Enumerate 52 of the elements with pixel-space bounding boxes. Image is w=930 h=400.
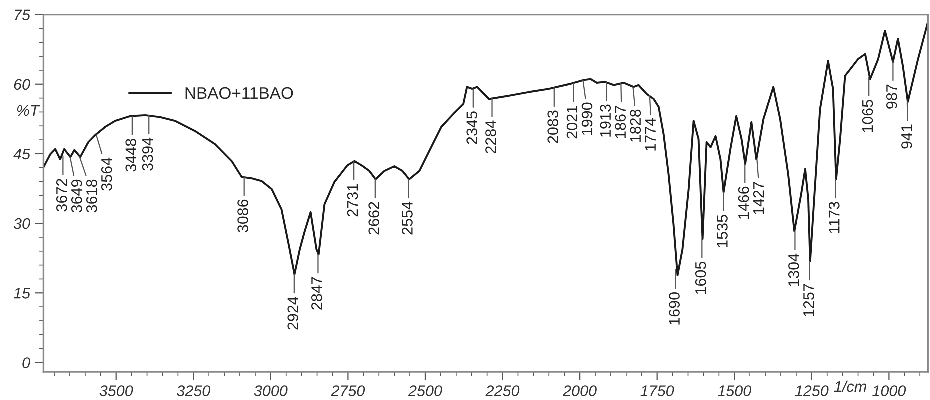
x-tick-label: 3250 xyxy=(177,386,211,396)
annotation: 1774 xyxy=(645,118,656,151)
annotation: 2021 xyxy=(566,106,578,139)
annotation: 3618 xyxy=(86,180,98,213)
annotation: 3448 xyxy=(126,139,137,172)
annotation: 1990 xyxy=(582,102,593,136)
x-tick-label: 3500 xyxy=(100,386,134,396)
annotation: 1690 xyxy=(669,292,680,325)
y-tick-label: 60 xyxy=(14,79,30,90)
x-tick-label: 1000 xyxy=(872,386,906,396)
x-tick-label: 3000 xyxy=(254,386,288,396)
x-tick-label: 1750 xyxy=(640,386,674,396)
annotation: 3649 xyxy=(71,180,82,213)
annotation: 2662 xyxy=(368,202,380,235)
y-axis-title: %T xyxy=(17,105,40,116)
annotation: 1065 xyxy=(862,100,874,132)
annotation: 3394 xyxy=(142,138,154,171)
annotation: 1605 xyxy=(695,262,706,294)
x-tick-label: 2750 xyxy=(331,386,366,396)
annotation: 2924 xyxy=(288,297,299,330)
annotation: 941 xyxy=(901,124,912,149)
annotation: 1913 xyxy=(600,104,612,137)
x-tick-label: 1500 xyxy=(718,386,752,396)
x-tick-label: 2500 xyxy=(408,386,442,396)
annotation: 1867 xyxy=(615,106,626,138)
y-tick-label: 45 xyxy=(14,148,31,160)
legend-label: NBAO+11BAO xyxy=(186,87,294,100)
annotation: 2847 xyxy=(312,277,322,310)
y-tick-label: 0 xyxy=(22,358,30,368)
annotation: 2554 xyxy=(402,202,413,235)
annotation: 1257 xyxy=(803,284,814,316)
annotation: 1427 xyxy=(753,182,764,214)
annotation: 1173 xyxy=(828,202,840,234)
x-axis-title: 1/cm xyxy=(834,380,866,392)
annotation: 3086 xyxy=(238,200,248,233)
annotation: 2731 xyxy=(347,184,358,217)
annotation: 1828 xyxy=(630,110,642,142)
annotation: 987 xyxy=(886,84,898,109)
annotation: 1466 xyxy=(738,186,750,219)
annotation: 3672 xyxy=(56,179,68,212)
annotation: 2083 xyxy=(548,110,558,144)
y-tick-label: 15 xyxy=(14,288,31,299)
annotation: 2284 xyxy=(486,120,496,154)
annotation: 1535 xyxy=(717,215,728,248)
y-tick-label: 75 xyxy=(15,10,31,20)
y-tick-label: 30 xyxy=(14,218,30,230)
annotation: 3564 xyxy=(101,158,112,191)
annotation: 2345 xyxy=(466,112,478,144)
x-tick-label: 2000 xyxy=(562,386,597,396)
x-tick-label: 1250 xyxy=(795,386,829,396)
annotation: 1304 xyxy=(788,254,800,286)
x-tick-label: 2250 xyxy=(486,386,520,396)
